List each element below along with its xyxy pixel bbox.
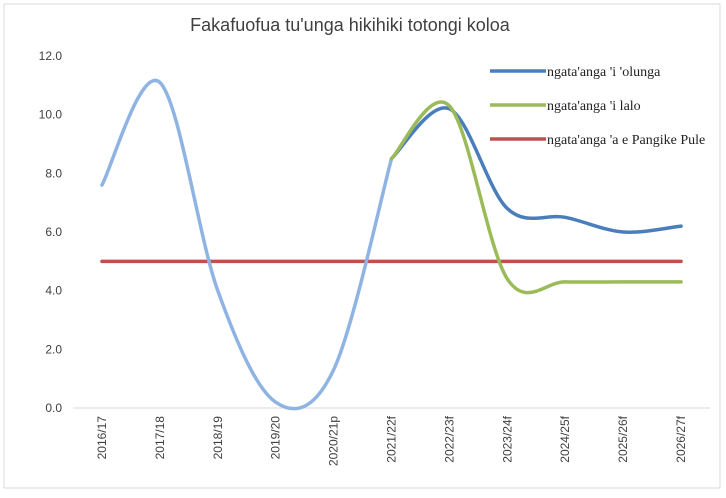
series-line <box>100 78 394 411</box>
x-tick-label: 2017/18 <box>153 416 167 460</box>
series-line <box>389 100 683 295</box>
x-tick-label: 2020/21p <box>327 416 341 466</box>
x-tick-label: 2019/20 <box>269 416 283 460</box>
legend-label: ngata'anga 'i lalo <box>547 99 641 114</box>
chart-border <box>3 3 721 489</box>
legend-label: ngata'anga 'a e Pangike Pule <box>547 133 705 148</box>
y-tick-label: 4.0 <box>45 284 62 298</box>
y-tick-label: 10.0 <box>39 108 63 122</box>
y-tick-label: 2.0 <box>45 342 62 356</box>
x-tick-label: 2026/27f <box>674 415 688 462</box>
legend-label: ngata'anga 'i 'olunga <box>547 65 661 80</box>
chart-title: Fakafuofua tu'unga hikihiki totongi kolo… <box>190 15 511 35</box>
y-tick-label: 0.0 <box>45 401 62 415</box>
x-tick-label: 2025/26f <box>616 415 630 462</box>
x-tick-label: 2018/19 <box>211 416 225 460</box>
series-line <box>389 106 683 234</box>
x-tick-label: 2021/22f <box>385 415 399 462</box>
x-tick-label: 2024/25f <box>558 415 572 462</box>
y-tick-label: 6.0 <box>45 225 62 239</box>
x-tick-label: 2016/17 <box>95 416 109 460</box>
x-tick-label: 2023/24f <box>500 415 514 462</box>
y-tick-label: 12.0 <box>39 49 63 63</box>
y-tick-label: 8.0 <box>45 166 62 180</box>
x-tick-label: 2022/23f <box>442 415 456 462</box>
